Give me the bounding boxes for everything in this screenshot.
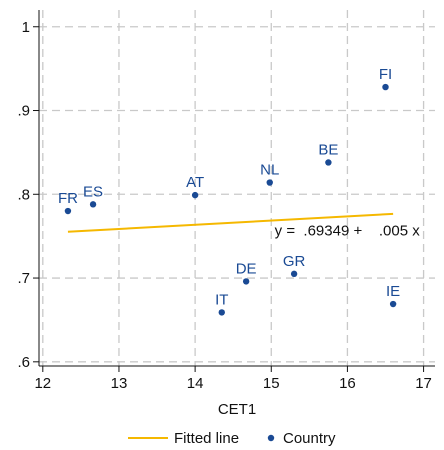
y-tick-label: .8 (17, 186, 30, 203)
data-point-ie (389, 300, 397, 308)
point-label-de: DE (236, 260, 257, 277)
x-tick-label: 12 (34, 375, 51, 392)
y-tick-label: 1 (22, 19, 30, 36)
point-label-at: AT (186, 174, 204, 191)
x-tick-label: 13 (111, 375, 128, 392)
y-tick-label: .7 (17, 270, 30, 287)
data-point-fi (382, 83, 389, 91)
x-tick-label: 15 (263, 375, 280, 392)
legend-country-label: Country (283, 430, 336, 447)
point-label-gr: GR (283, 253, 306, 270)
points-layer: FR ES AT NL BE FI DE GR IT IE (58, 66, 400, 316)
fitted-line (67, 212, 394, 233)
point-label-es: ES (83, 183, 103, 200)
data-point-es (89, 201, 97, 208)
point-label-be: BE (318, 141, 338, 158)
point-label-it: IT (215, 291, 228, 308)
axes: 12 13 14 15 16 17 .6 .7 .8 .9 1 (17, 10, 435, 392)
fit-equation-label: y = .69349 + .005 x (275, 223, 421, 240)
grid (39, 10, 435, 366)
data-point-de (242, 278, 250, 285)
y-tick-label: .9 (17, 103, 30, 120)
point-label-fr: FR (58, 190, 78, 207)
data-point-gr (290, 270, 298, 278)
x-tick-label: 14 (187, 375, 204, 392)
x-axis-title: CET1 (218, 401, 256, 418)
legend-country-marker (267, 434, 275, 442)
annotation-layer: y = .69349 + .005 x (275, 223, 421, 240)
data-point-it (218, 309, 225, 316)
data-point-be (325, 159, 332, 166)
legend-fitted-line-label: Fitted line (174, 430, 239, 447)
fitted-line-layer (67, 212, 394, 233)
point-label-ie: IE (386, 283, 400, 300)
legend: Fitted line Country (128, 430, 336, 447)
data-point-fr (64, 207, 72, 215)
point-label-fi: FI (379, 66, 392, 83)
y-tick-label: .6 (17, 354, 30, 371)
x-tick-label: 17 (415, 375, 432, 392)
data-point-at (191, 191, 199, 199)
x-tick-label: 16 (339, 375, 356, 392)
point-label-nl: NL (260, 162, 279, 179)
data-point-nl (266, 179, 273, 186)
